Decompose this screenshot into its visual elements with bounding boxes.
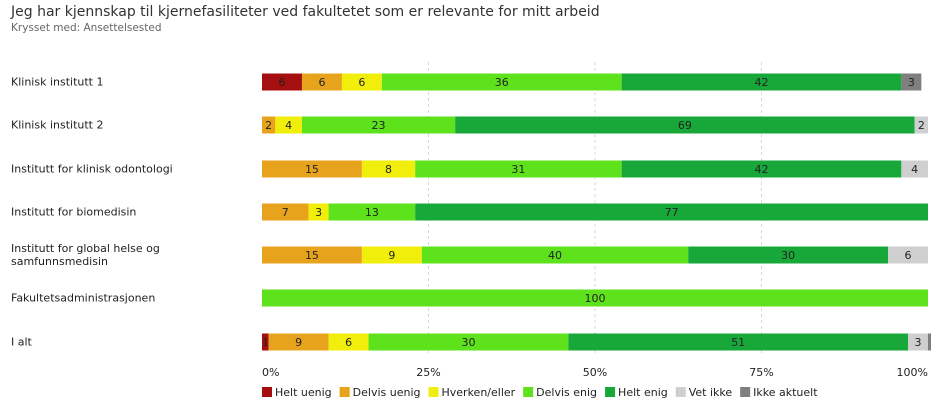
value-label: 42: [755, 76, 769, 89]
chart-title: Jeg har kjennskap til kjernefasiliteter …: [10, 4, 600, 20]
bar-segment: [262, 333, 269, 351]
value-label: 36: [495, 76, 509, 89]
value-label: 9: [388, 249, 395, 262]
legend-swatch: [605, 387, 616, 397]
value-label: 30: [781, 249, 795, 262]
bar-segment: [262, 246, 362, 264]
value-label: 3: [915, 336, 922, 349]
category-label: I alt: [11, 335, 32, 349]
legend-swatch: [262, 387, 272, 397]
bar-segment: [328, 333, 369, 351]
bar-segment: [688, 246, 889, 264]
value-label: 6: [358, 76, 365, 89]
bar-segment: [301, 73, 342, 91]
legend-label: Delvis uenig: [353, 386, 421, 399]
category-label: Institutt for biomedisin: [11, 205, 137, 219]
value-label: 4: [285, 119, 292, 132]
category-label: Klinisk institutt 2: [11, 118, 104, 132]
legend-label: Vet ikke: [689, 386, 733, 399]
value-label: 42: [755, 163, 769, 176]
category-label: Institutt for klinisk odontologi: [11, 162, 173, 176]
value-label: 30: [461, 336, 475, 349]
legend-label: Hverken/eller: [442, 386, 516, 399]
value-label: 6: [318, 76, 325, 89]
bar-segment: [901, 73, 922, 91]
legend-label: Helt uenig: [275, 386, 332, 399]
value-label: 51: [731, 336, 745, 349]
x-tick-label: 75%: [749, 366, 773, 379]
bar-segment: [421, 246, 689, 264]
bar-segment: [568, 333, 909, 351]
value-label: 9: [295, 336, 302, 349]
value-label: 6: [278, 76, 285, 89]
value-label: 6: [345, 336, 352, 349]
bar-segment: [328, 203, 416, 221]
category-label: Institutt for global helse og samfunnsme…: [11, 242, 160, 268]
value-label: 13: [365, 206, 379, 219]
value-label: 15: [305, 249, 319, 262]
value-label: 3: [315, 206, 322, 219]
legend-label: Ikke aktuelt: [753, 386, 818, 399]
bar-segment: [341, 73, 382, 91]
value-label: 69: [678, 119, 692, 132]
category-label: Klinisk institutt 1: [11, 75, 104, 89]
value-label: 23: [372, 119, 386, 132]
bar-segment: [888, 246, 928, 264]
x-tick-label: 50%: [583, 366, 607, 379]
bar-segment: [275, 116, 302, 134]
chart-subtitle: Krysset med: Ansettelsested: [11, 22, 162, 34]
bar-segment: [415, 160, 622, 178]
bar-segment: [908, 333, 928, 351]
value-label: 4: [911, 163, 918, 176]
legend-swatch: [339, 387, 350, 397]
bar-segment: [381, 73, 622, 91]
bar-segment: [262, 203, 309, 221]
bar-segment: [301, 116, 456, 134]
bar-segment: [262, 73, 302, 91]
value-label: 31: [511, 163, 525, 176]
bar-segment: [415, 203, 928, 221]
bar-segment: [308, 203, 329, 221]
bar-segment: [262, 289, 928, 307]
value-label: 6: [905, 249, 912, 262]
value-label: 100: [585, 292, 606, 305]
bar-segment: [361, 246, 422, 264]
bar-segment: [262, 160, 362, 178]
bar-segment: [262, 116, 276, 134]
legend-swatch: [523, 387, 534, 397]
x-tick-label: 100%: [897, 366, 928, 379]
bar-segment: [368, 333, 569, 351]
x-tick-label: 0%: [262, 366, 279, 379]
bar-segment: [621, 73, 902, 91]
value-label: 77: [665, 206, 679, 219]
bar-segment: [268, 333, 329, 351]
legend-swatch: [740, 387, 751, 397]
value-label: 7: [282, 206, 289, 219]
value-label: 40: [548, 249, 562, 262]
value-label: 8: [385, 163, 392, 176]
bar-segment: [901, 160, 928, 178]
value-label: 15: [305, 163, 319, 176]
legend-label: Delvis enig: [536, 386, 597, 399]
bar-segment: [928, 333, 931, 351]
bar-segment: [914, 116, 928, 134]
bar-segment: [621, 160, 902, 178]
category-label: Fakultetsadministrasjonen: [11, 291, 156, 305]
value-label: 2: [918, 119, 925, 132]
bar-segment: [455, 116, 915, 134]
x-tick-label: 25%: [416, 366, 440, 379]
bar-segment: [361, 160, 416, 178]
value-label: 3: [908, 76, 915, 89]
legend-label: Helt enig: [618, 386, 668, 399]
legend-swatch: [428, 387, 439, 397]
value-label: 1: [262, 336, 269, 349]
value-label: 2: [265, 119, 272, 132]
legend-swatch: [675, 387, 686, 397]
